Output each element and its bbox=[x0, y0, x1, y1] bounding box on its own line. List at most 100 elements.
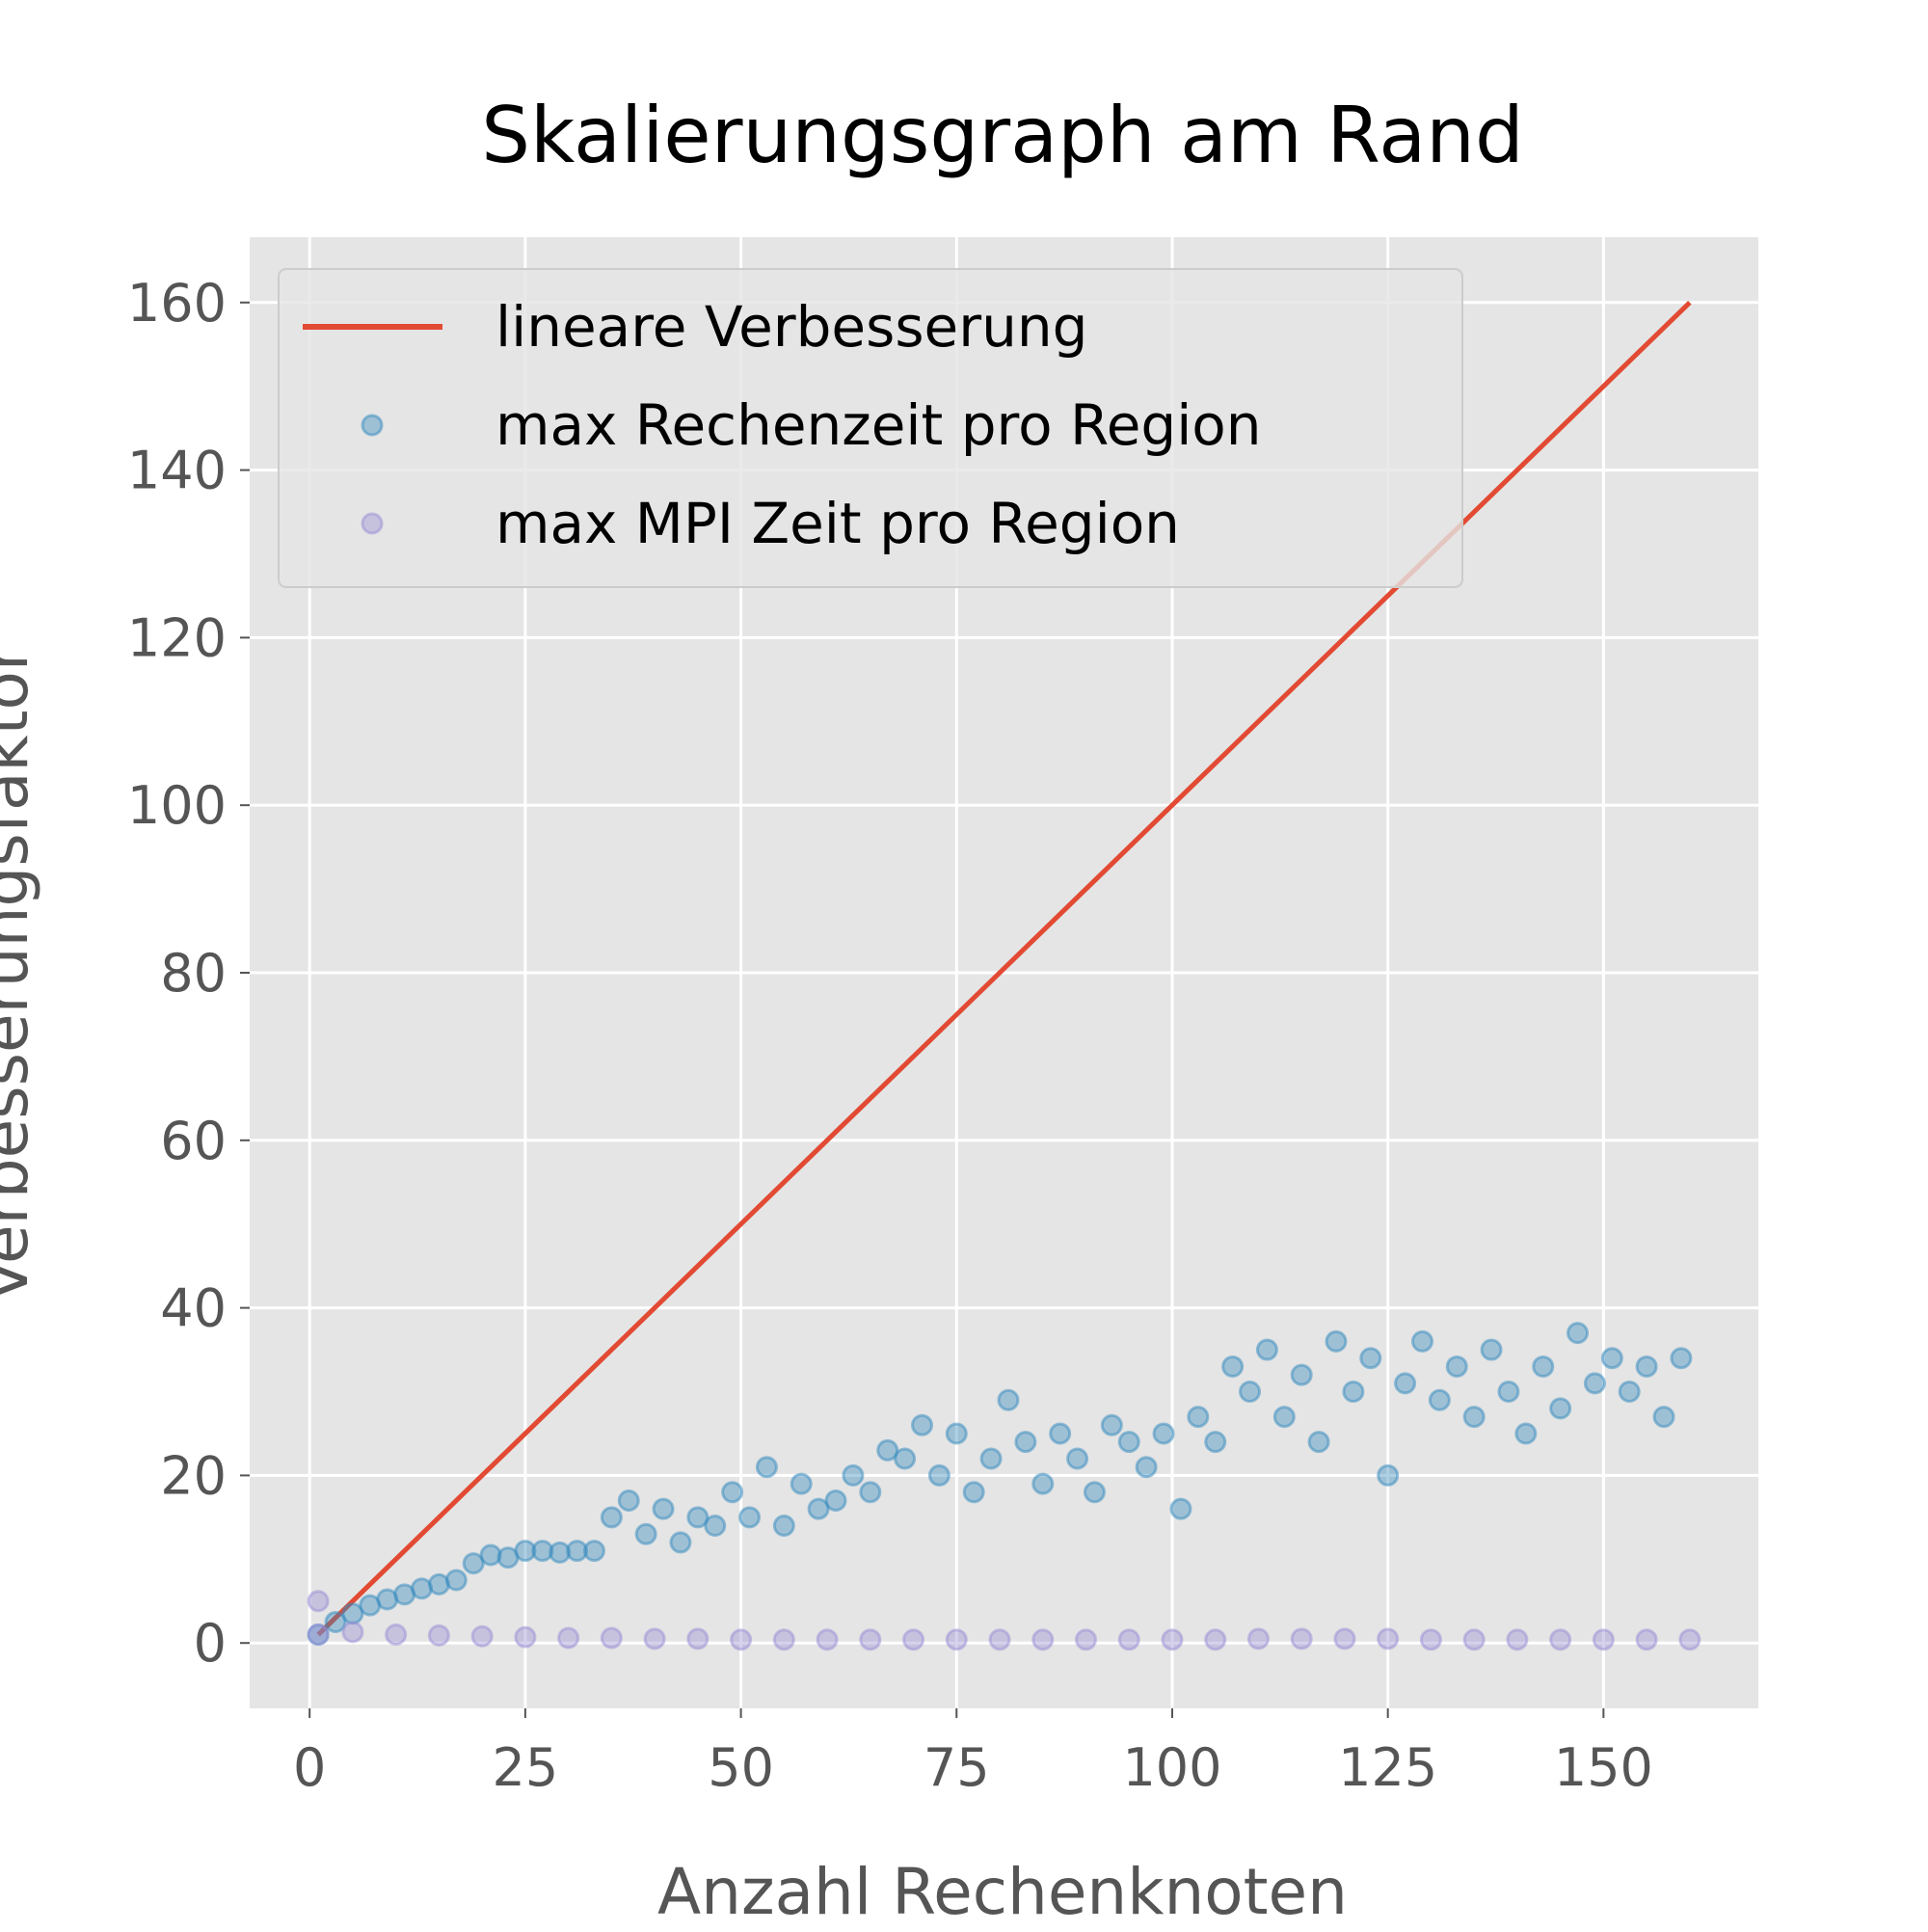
point bbox=[1377, 1463, 1400, 1487]
point bbox=[1514, 1422, 1538, 1445]
point bbox=[385, 1623, 408, 1647]
point bbox=[894, 1447, 917, 1470]
point bbox=[1031, 1628, 1055, 1651]
chart-title: Skalierungsgraph am Rand bbox=[481, 91, 1523, 180]
legend-label: lineare Verbesserung bbox=[495, 294, 1087, 360]
point bbox=[1272, 1406, 1296, 1429]
point bbox=[910, 1413, 933, 1436]
point bbox=[1083, 1481, 1106, 1504]
point bbox=[988, 1628, 1011, 1651]
point bbox=[557, 1626, 580, 1650]
point bbox=[1480, 1338, 1503, 1361]
point bbox=[1394, 1372, 1417, 1395]
point bbox=[1135, 1456, 1158, 1479]
point bbox=[1410, 1329, 1433, 1353]
x-tick-label: 125 bbox=[1338, 1737, 1437, 1798]
point bbox=[1342, 1381, 1365, 1404]
point bbox=[531, 1540, 554, 1563]
point bbox=[1549, 1628, 1572, 1651]
point bbox=[1618, 1381, 1641, 1404]
point bbox=[324, 1610, 347, 1633]
point bbox=[859, 1481, 882, 1504]
point bbox=[1600, 1347, 1623, 1370]
y-tick-label: 20 bbox=[160, 1445, 227, 1506]
x-tick-label: 150 bbox=[1554, 1737, 1653, 1798]
point bbox=[1187, 1406, 1210, 1429]
point bbox=[1246, 1627, 1270, 1650]
point bbox=[1117, 1628, 1140, 1651]
point bbox=[1221, 1355, 1245, 1378]
point bbox=[479, 1543, 502, 1567]
point bbox=[1462, 1406, 1486, 1429]
legend-label: max Rechenzeit pro Region bbox=[495, 392, 1262, 458]
point bbox=[1652, 1406, 1675, 1429]
point bbox=[1532, 1355, 1555, 1378]
point bbox=[566, 1540, 589, 1563]
point bbox=[790, 1472, 813, 1495]
x-tick-label: 50 bbox=[708, 1737, 774, 1798]
point bbox=[979, 1447, 1003, 1470]
point bbox=[1031, 1472, 1055, 1495]
point bbox=[427, 1623, 450, 1647]
x-tick-label: 75 bbox=[924, 1737, 990, 1798]
point bbox=[444, 1569, 468, 1592]
point bbox=[962, 1481, 985, 1504]
point bbox=[945, 1628, 968, 1651]
point bbox=[1161, 1628, 1184, 1651]
point bbox=[1462, 1628, 1486, 1651]
y-tick-label: 40 bbox=[160, 1278, 227, 1339]
point bbox=[902, 1628, 925, 1651]
point bbox=[730, 1628, 753, 1651]
point bbox=[514, 1540, 537, 1563]
point bbox=[643, 1627, 666, 1650]
y-tick-label: 0 bbox=[194, 1613, 227, 1674]
point bbox=[307, 1590, 330, 1613]
y-axis-label: Verbesserungsfaktor bbox=[0, 644, 42, 1302]
y-tick-label: 60 bbox=[160, 1111, 227, 1171]
point bbox=[1377, 1627, 1400, 1650]
point bbox=[772, 1628, 795, 1651]
point bbox=[824, 1489, 847, 1512]
y-tick-label: 100 bbox=[127, 775, 227, 836]
point bbox=[634, 1522, 657, 1545]
point bbox=[686, 1627, 710, 1650]
point bbox=[772, 1515, 795, 1538]
point bbox=[997, 1388, 1020, 1411]
point bbox=[1117, 1431, 1140, 1454]
point bbox=[1100, 1413, 1123, 1436]
point bbox=[1566, 1322, 1590, 1345]
point bbox=[1419, 1628, 1442, 1651]
legend-swatch bbox=[361, 512, 384, 535]
point bbox=[1678, 1628, 1701, 1651]
point bbox=[1583, 1372, 1606, 1395]
point bbox=[582, 1540, 605, 1563]
point bbox=[1075, 1628, 1098, 1651]
point bbox=[1204, 1431, 1227, 1454]
point bbox=[1049, 1422, 1072, 1445]
point bbox=[721, 1481, 744, 1504]
point bbox=[1497, 1381, 1520, 1404]
point bbox=[669, 1531, 692, 1554]
x-tick-label: 0 bbox=[293, 1737, 326, 1798]
x-tick-label: 100 bbox=[1122, 1737, 1221, 1798]
point bbox=[1445, 1355, 1468, 1378]
point bbox=[1325, 1329, 1348, 1353]
point bbox=[514, 1625, 537, 1649]
point bbox=[704, 1515, 727, 1538]
point bbox=[1635, 1355, 1658, 1378]
point bbox=[549, 1541, 572, 1564]
point bbox=[1670, 1347, 1693, 1370]
legend-label: max MPI Zeit pro Region bbox=[495, 491, 1180, 556]
point bbox=[876, 1438, 899, 1462]
point bbox=[307, 1623, 330, 1647]
point bbox=[1428, 1388, 1451, 1411]
point bbox=[1333, 1627, 1356, 1650]
point bbox=[1014, 1431, 1037, 1454]
point bbox=[617, 1489, 640, 1512]
legend-box bbox=[278, 268, 1463, 588]
point bbox=[945, 1422, 968, 1445]
point bbox=[1204, 1628, 1227, 1651]
point bbox=[1307, 1431, 1330, 1454]
point bbox=[462, 1552, 485, 1575]
